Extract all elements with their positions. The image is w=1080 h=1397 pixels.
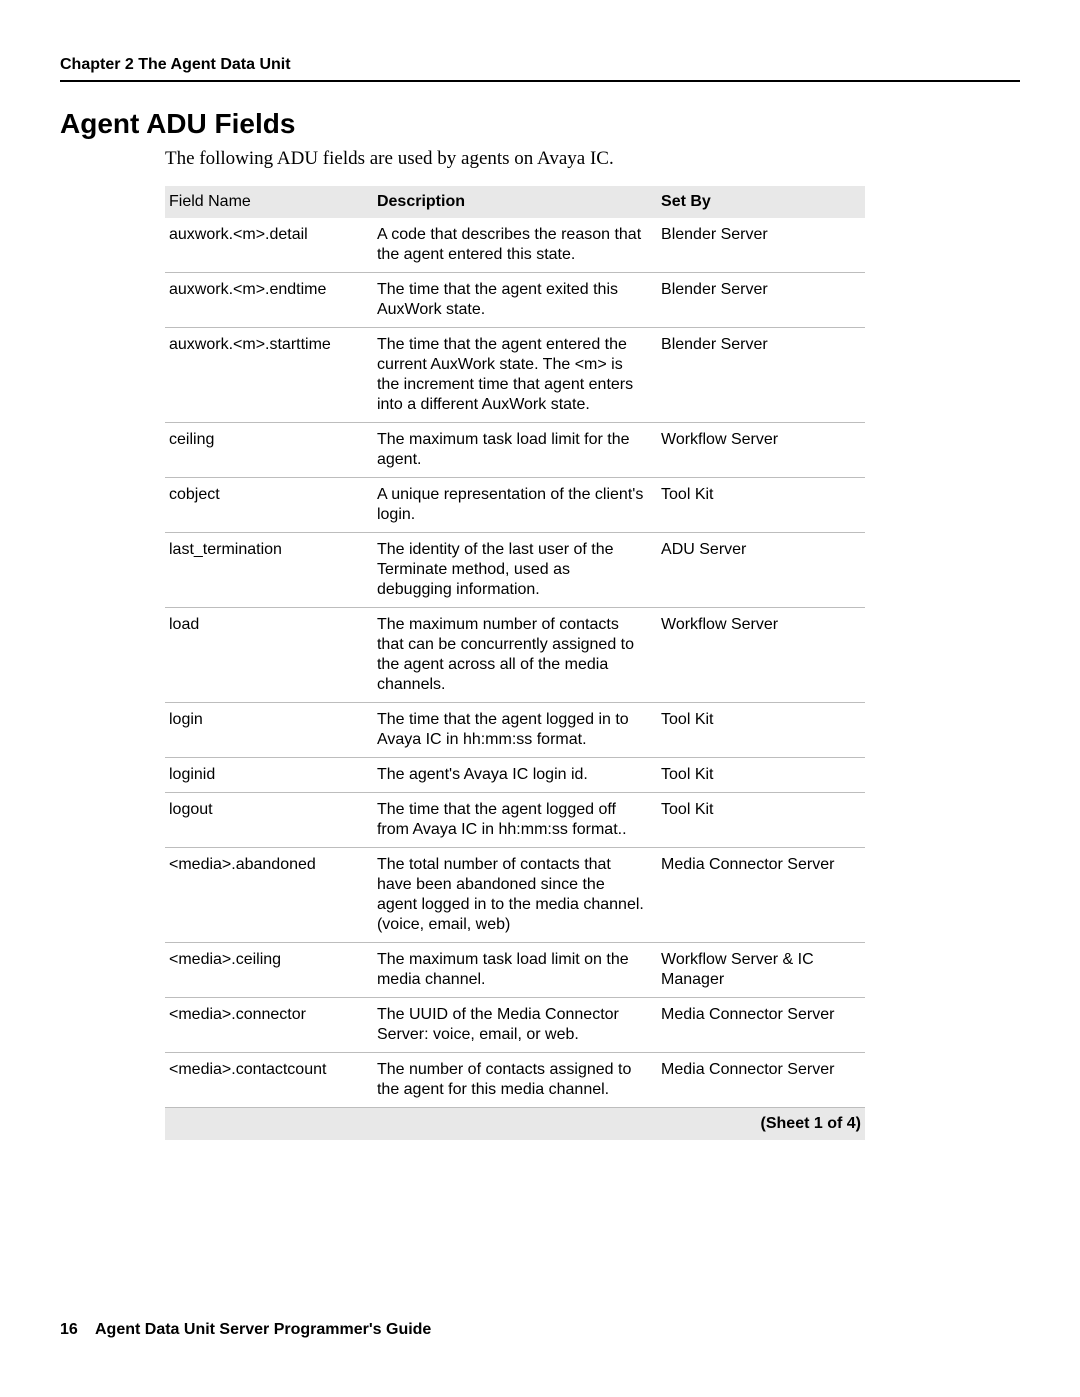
cell-description: The maximum number of contacts that can … bbox=[373, 608, 657, 703]
cell-description: The UUID of the Media Connector Server: … bbox=[373, 998, 657, 1053]
cell-description: The total number of contacts that have b… bbox=[373, 848, 657, 943]
intro-paragraph: The following ADU fields are used by age… bbox=[165, 148, 614, 170]
col-header-set-by: Set By bbox=[657, 186, 865, 218]
cell-set-by: Media Connector Server bbox=[657, 998, 865, 1053]
cell-set-by: Workflow Server & IC Manager bbox=[657, 943, 865, 998]
section-title: Agent ADU Fields bbox=[60, 108, 295, 140]
cell-set-by: Tool Kit bbox=[657, 793, 865, 848]
cell-set-by: Blender Server bbox=[657, 218, 865, 273]
cell-description: A unique representation of the client's … bbox=[373, 478, 657, 533]
table-row: <media>.contactcountThe number of contac… bbox=[165, 1053, 865, 1108]
table-row: last_terminationThe identity of the last… bbox=[165, 533, 865, 608]
cell-set-by: Tool Kit bbox=[657, 478, 865, 533]
cell-field-name: load bbox=[165, 608, 373, 703]
cell-description: The time that the agent entered the curr… bbox=[373, 328, 657, 423]
cell-field-name: auxwork.<m>.detail bbox=[165, 218, 373, 273]
cell-field-name: <media>.connector bbox=[165, 998, 373, 1053]
cell-set-by: Media Connector Server bbox=[657, 848, 865, 943]
cell-description: A code that describes the reason that th… bbox=[373, 218, 657, 273]
table-footer-row: (Sheet 1 of 4) bbox=[165, 1108, 865, 1141]
cell-description: The time that the agent exited this AuxW… bbox=[373, 273, 657, 328]
cell-field-name: login bbox=[165, 703, 373, 758]
table-row: cobjectA unique representation of the cl… bbox=[165, 478, 865, 533]
cell-field-name: last_termination bbox=[165, 533, 373, 608]
cell-set-by: ADU Server bbox=[657, 533, 865, 608]
cell-set-by: Tool Kit bbox=[657, 758, 865, 793]
cell-description: The agent's Avaya IC login id. bbox=[373, 758, 657, 793]
running-head: Chapter 2 The Agent Data Unit bbox=[60, 56, 1020, 74]
cell-description: The maximum task load limit for the agen… bbox=[373, 423, 657, 478]
cell-set-by: Media Connector Server bbox=[657, 1053, 865, 1108]
cell-description: The number of contacts assigned to the a… bbox=[373, 1053, 657, 1108]
document-page: Chapter 2 The Agent Data Unit Agent ADU … bbox=[0, 0, 1080, 1397]
table-row: auxwork.<m>.starttimeThe time that the a… bbox=[165, 328, 865, 423]
table-row: logoutThe time that the agent logged off… bbox=[165, 793, 865, 848]
cell-field-name: loginid bbox=[165, 758, 373, 793]
col-header-description: Description bbox=[373, 186, 657, 218]
cell-field-name: auxwork.<m>.endtime bbox=[165, 273, 373, 328]
cell-field-name: ceiling bbox=[165, 423, 373, 478]
cell-set-by: Workflow Server bbox=[657, 423, 865, 478]
cell-set-by: Workflow Server bbox=[657, 608, 865, 703]
cell-field-name: <media>.ceiling bbox=[165, 943, 373, 998]
adu-fields-table-wrap: Field Name Description Set By auxwork.<m… bbox=[165, 186, 865, 1140]
cell-set-by: Blender Server bbox=[657, 328, 865, 423]
table-row: <media>.connectorThe UUID of the Media C… bbox=[165, 998, 865, 1053]
table-row: loginidThe agent's Avaya IC login id.Too… bbox=[165, 758, 865, 793]
table-header-row: Field Name Description Set By bbox=[165, 186, 865, 218]
adu-fields-table: Field Name Description Set By auxwork.<m… bbox=[165, 186, 865, 1140]
footer-page-number: 16 bbox=[60, 1321, 78, 1338]
table-row: loadThe maximum number of contacts that … bbox=[165, 608, 865, 703]
cell-set-by: Tool Kit bbox=[657, 703, 865, 758]
cell-description: The time that the agent logged off from … bbox=[373, 793, 657, 848]
cell-set-by: Blender Server bbox=[657, 273, 865, 328]
table-row: auxwork.<m>.detailA code that describes … bbox=[165, 218, 865, 273]
table-row: <media>.abandonedThe total number of con… bbox=[165, 848, 865, 943]
cell-field-name: <media>.contactcount bbox=[165, 1053, 373, 1108]
header-rule bbox=[60, 80, 1020, 82]
cell-field-name: auxwork.<m>.starttime bbox=[165, 328, 373, 423]
footer-text: Agent Data Unit Server Programmer's Guid… bbox=[95, 1321, 431, 1338]
table-row: auxwork.<m>.endtimeThe time that the age… bbox=[165, 273, 865, 328]
table-row: loginThe time that the agent logged in t… bbox=[165, 703, 865, 758]
table-body: auxwork.<m>.detailA code that describes … bbox=[165, 218, 865, 1108]
cell-description: The identity of the last user of the Ter… bbox=[373, 533, 657, 608]
cell-field-name: <media>.abandoned bbox=[165, 848, 373, 943]
cell-field-name: logout bbox=[165, 793, 373, 848]
col-header-field-name: Field Name bbox=[165, 186, 373, 218]
cell-field-name: cobject bbox=[165, 478, 373, 533]
cell-description: The time that the agent logged in to Ava… bbox=[373, 703, 657, 758]
table-row: <media>.ceilingThe maximum task load lim… bbox=[165, 943, 865, 998]
page-footer: 16 Agent Data Unit Server Programmer's G… bbox=[60, 1321, 431, 1339]
table-row: ceilingThe maximum task load limit for t… bbox=[165, 423, 865, 478]
cell-description: The maximum task load limit on the media… bbox=[373, 943, 657, 998]
sheet-label: (Sheet 1 of 4) bbox=[165, 1108, 865, 1141]
